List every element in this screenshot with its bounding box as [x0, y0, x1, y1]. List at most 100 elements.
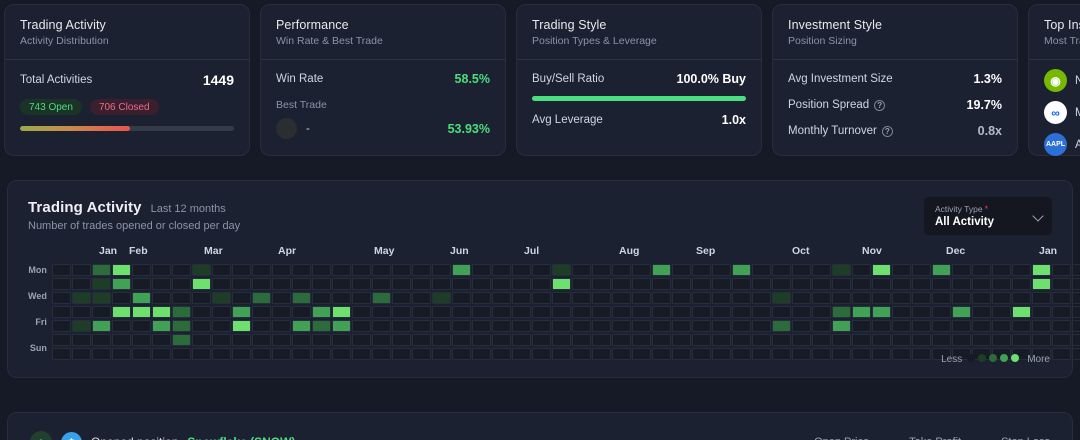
- heatmap-cell[interactable]: [771, 264, 791, 276]
- heatmap-cell[interactable]: [811, 320, 831, 332]
- heatmap-cell[interactable]: [351, 306, 371, 318]
- heatmap-cell[interactable]: [531, 334, 551, 346]
- heatmap-cell[interactable]: [731, 334, 751, 346]
- heatmap-cell[interactable]: [1071, 278, 1080, 290]
- heatmap-cell[interactable]: [831, 306, 851, 318]
- heatmap-cell[interactable]: [631, 292, 651, 304]
- heatmap-cell[interactable]: [351, 348, 371, 360]
- heatmap-cell[interactable]: [571, 320, 591, 332]
- heatmap-cell[interactable]: [731, 320, 751, 332]
- heatmap-cell[interactable]: [871, 334, 891, 346]
- heatmap-cell[interactable]: [1031, 320, 1051, 332]
- instrument-row-aapl[interactable]: AAPL AAPL: [1044, 133, 1080, 156]
- heatmap-cell[interactable]: [691, 320, 711, 332]
- heatmap-cell[interactable]: [571, 334, 591, 346]
- heatmap-cell[interactable]: [131, 306, 151, 318]
- heatmap-cell[interactable]: [651, 292, 671, 304]
- heatmap-cell[interactable]: [471, 306, 491, 318]
- heatmap-cell[interactable]: [371, 334, 391, 346]
- heatmap-cell[interactable]: [451, 348, 471, 360]
- help-icon[interactable]: ?: [881, 125, 893, 137]
- heatmap-cell[interactable]: [771, 278, 791, 290]
- heatmap-cell[interactable]: [251, 264, 271, 276]
- heatmap-cell[interactable]: [231, 334, 251, 346]
- heatmap-cell[interactable]: [831, 264, 851, 276]
- heatmap-cell[interactable]: [51, 348, 71, 360]
- heatmap-cell[interactable]: [211, 348, 231, 360]
- heatmap-cell[interactable]: [891, 334, 911, 346]
- heatmap-cell[interactable]: [251, 292, 271, 304]
- heatmap-cell[interactable]: [811, 264, 831, 276]
- heatmap-cell[interactable]: [391, 320, 411, 332]
- heatmap-cell[interactable]: [751, 264, 771, 276]
- heatmap-cell[interactable]: [131, 320, 151, 332]
- heatmap-cell[interactable]: [451, 320, 471, 332]
- heatmap-cell[interactable]: [911, 306, 931, 318]
- heatmap-cell[interactable]: [751, 320, 771, 332]
- heatmap-cell[interactable]: [651, 278, 671, 290]
- heatmap-cell[interactable]: [111, 320, 131, 332]
- heatmap-cell[interactable]: [791, 306, 811, 318]
- heatmap-cell[interactable]: [311, 334, 331, 346]
- heatmap-cell[interactable]: [731, 264, 751, 276]
- heatmap-cell[interactable]: [251, 306, 271, 318]
- heatmap-cell[interactable]: [591, 334, 611, 346]
- heatmap-cell[interactable]: [391, 306, 411, 318]
- heatmap-cell[interactable]: [91, 348, 111, 360]
- heatmap-cell[interactable]: [691, 292, 711, 304]
- heatmap-cell[interactable]: [971, 264, 991, 276]
- heatmap-cell[interactable]: [611, 320, 631, 332]
- heatmap-cell[interactable]: [271, 292, 291, 304]
- heatmap-cell[interactable]: [311, 320, 331, 332]
- heatmap-cell[interactable]: [731, 278, 751, 290]
- heatmap-cell[interactable]: [51, 334, 71, 346]
- heatmap-cell[interactable]: [591, 292, 611, 304]
- heatmap-cell[interactable]: [991, 278, 1011, 290]
- heatmap-cell[interactable]: [951, 264, 971, 276]
- heatmap-cell[interactable]: [231, 278, 251, 290]
- heatmap-cell[interactable]: [751, 334, 771, 346]
- heatmap-cell[interactable]: [311, 264, 331, 276]
- heatmap-cell[interactable]: [711, 278, 731, 290]
- heatmap-cell[interactable]: [791, 292, 811, 304]
- heatmap-cell[interactable]: [51, 278, 71, 290]
- heatmap-cell[interactable]: [291, 292, 311, 304]
- heatmap-cell[interactable]: [331, 278, 351, 290]
- heatmap-cell[interactable]: [71, 320, 91, 332]
- heatmap-cell[interactable]: [891, 264, 911, 276]
- heatmap-cell[interactable]: [1031, 348, 1051, 360]
- heatmap-cell[interactable]: [91, 334, 111, 346]
- heatmap-cell[interactable]: [1051, 264, 1071, 276]
- heatmap-cell[interactable]: [131, 264, 151, 276]
- heatmap-cell[interactable]: [131, 292, 151, 304]
- heatmap-cell[interactable]: [571, 264, 591, 276]
- heatmap-cell[interactable]: [491, 264, 511, 276]
- heatmap-cell[interactable]: [211, 306, 231, 318]
- heatmap-cell[interactable]: [1071, 320, 1080, 332]
- heatmap-cell[interactable]: [631, 278, 651, 290]
- heatmap-cell[interactable]: [651, 306, 671, 318]
- heatmap-cell[interactable]: [1011, 306, 1031, 318]
- heatmap-cell[interactable]: [311, 306, 331, 318]
- heatmap-cell[interactable]: [111, 278, 131, 290]
- heatmap-cell[interactable]: [231, 348, 251, 360]
- heatmap-cell[interactable]: [731, 306, 751, 318]
- heatmap-cell[interactable]: [751, 306, 771, 318]
- heatmap-cell[interactable]: [231, 306, 251, 318]
- heatmap-cell[interactable]: [671, 278, 691, 290]
- heatmap-cell[interactable]: [71, 264, 91, 276]
- heatmap-cell[interactable]: [1071, 334, 1080, 346]
- heatmap-cell[interactable]: [451, 278, 471, 290]
- heatmap-cell[interactable]: [111, 334, 131, 346]
- heatmap-cell[interactable]: [711, 320, 731, 332]
- heatmap-cell[interactable]: [291, 334, 311, 346]
- heatmap-cell[interactable]: [871, 278, 891, 290]
- heatmap-cell[interactable]: [151, 348, 171, 360]
- heatmap-cell[interactable]: [471, 334, 491, 346]
- heatmap-cell[interactable]: [771, 348, 791, 360]
- heatmap-cell[interactable]: [791, 334, 811, 346]
- heatmap-cell[interactable]: [711, 348, 731, 360]
- heatmap-cell[interactable]: [151, 292, 171, 304]
- heatmap-cell[interactable]: [871, 264, 891, 276]
- heatmap-cell[interactable]: [431, 348, 451, 360]
